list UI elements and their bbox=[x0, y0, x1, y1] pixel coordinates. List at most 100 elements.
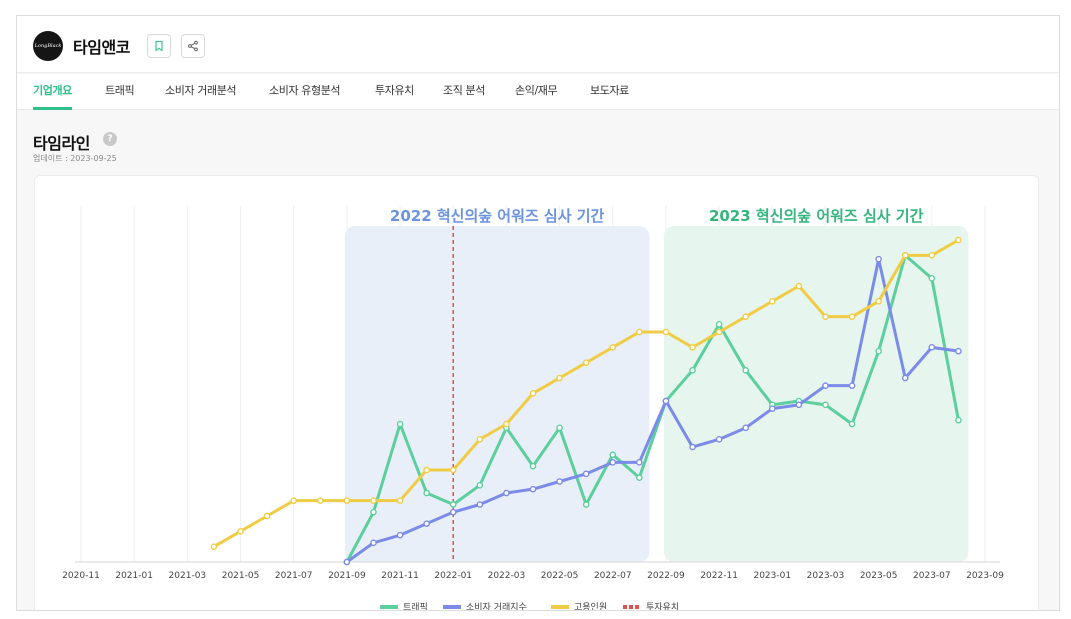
data-point bbox=[795, 401, 803, 409]
data-point bbox=[556, 478, 563, 485]
x-tick-label: 2021-05 bbox=[222, 571, 260, 581]
data-point bbox=[263, 512, 271, 520]
data-point bbox=[689, 443, 696, 451]
data-point bbox=[955, 236, 962, 244]
data-point bbox=[423, 520, 430, 527]
x-tick-label: 2022-11 bbox=[700, 571, 738, 581]
data-point bbox=[662, 397, 670, 405]
updated-date: 업데이트 : 2023-09-25 bbox=[33, 154, 117, 163]
x-tick-label: 2022-07 bbox=[594, 571, 632, 581]
data-point bbox=[316, 497, 324, 504]
x-tick-label: 2020-11 bbox=[62, 571, 100, 581]
tab-consumer-types[interactable]: 소비자 유형분석 bbox=[269, 84, 341, 97]
tab-press[interactable]: 보도자료 bbox=[590, 84, 629, 97]
x-tick-label: 2021-03 bbox=[169, 571, 207, 581]
x-tick-label: 2023-05 bbox=[860, 571, 898, 581]
bookmark-icon bbox=[155, 40, 163, 52]
data-point bbox=[875, 298, 882, 305]
x-tick-label: 2023-03 bbox=[807, 571, 845, 581]
x-tick-label: 2022-03 bbox=[488, 571, 526, 581]
legend-label: 고용인원 bbox=[574, 602, 607, 611]
data-point bbox=[901, 374, 909, 382]
data-point bbox=[582, 501, 590, 508]
data-point bbox=[529, 462, 537, 470]
data-point bbox=[875, 255, 882, 263]
data-point bbox=[848, 420, 856, 428]
data-point bbox=[423, 489, 430, 497]
data-point bbox=[636, 474, 643, 481]
data-point bbox=[210, 543, 218, 550]
x-tick-label: 2022-09 bbox=[647, 571, 685, 581]
data-point bbox=[582, 359, 590, 366]
share-button[interactable] bbox=[181, 34, 205, 58]
data-point bbox=[556, 424, 563, 432]
tab-profit-finance[interactable]: 손익/재무 bbox=[515, 84, 558, 97]
legend-label: 소비자 거래지수 bbox=[466, 602, 527, 611]
data-point bbox=[662, 328, 670, 336]
timeline-chart: 2022 혁신의숲 어워즈 심사 기간 2023 혁신의숲 어워즈 심사 기간 20… bbox=[62, 206, 1004, 611]
data-point bbox=[901, 252, 909, 259]
data-point bbox=[529, 485, 537, 493]
data-point bbox=[476, 501, 484, 508]
data-point bbox=[423, 466, 430, 474]
data-point bbox=[822, 401, 829, 409]
data-point bbox=[636, 328, 643, 336]
data-point bbox=[370, 508, 377, 516]
data-point bbox=[715, 321, 723, 328]
data-point bbox=[449, 501, 457, 508]
tab-organization[interactable]: 조직 분석 bbox=[443, 84, 485, 97]
tab-investment[interactable]: 투자유치 bbox=[375, 84, 414, 97]
data-point bbox=[396, 497, 404, 504]
data-point bbox=[449, 508, 457, 516]
data-point bbox=[290, 497, 298, 504]
data-point bbox=[742, 313, 750, 320]
data-point bbox=[822, 382, 829, 389]
x-tick-label: 2022-01 bbox=[434, 571, 472, 581]
data-point bbox=[715, 328, 723, 336]
company-tabs: 기업개요 트래픽 소비자 거래분석 소비자 유형분석 투자유치 조직 분석 손익… bbox=[17, 74, 1059, 110]
data-point bbox=[822, 313, 829, 320]
data-point bbox=[396, 420, 404, 428]
data-point bbox=[928, 344, 936, 351]
series-line bbox=[345, 253, 960, 563]
data-point bbox=[928, 275, 936, 282]
period-label: 2022 혁신의숲 어워즈 심사 기간 bbox=[390, 207, 605, 225]
data-point bbox=[636, 459, 643, 466]
x-tick-label: 2022-05 bbox=[541, 571, 579, 581]
data-point bbox=[476, 436, 484, 443]
company-logo: LongBlack bbox=[33, 31, 63, 61]
data-point bbox=[875, 347, 882, 355]
data-point bbox=[503, 420, 510, 428]
data-point bbox=[848, 382, 856, 389]
data-point bbox=[396, 531, 404, 539]
x-tick-label: 2023-07 bbox=[913, 571, 951, 581]
data-point bbox=[370, 497, 377, 504]
data-point bbox=[582, 470, 590, 478]
help-icon[interactable]: ? bbox=[103, 132, 117, 146]
data-point bbox=[768, 298, 776, 305]
section-title: 타임라인 bbox=[33, 134, 90, 153]
data-point bbox=[742, 367, 750, 374]
series-line bbox=[346, 257, 959, 564]
data-point bbox=[237, 528, 244, 535]
data-point bbox=[343, 497, 351, 504]
data-point bbox=[928, 252, 936, 259]
data-point bbox=[556, 374, 563, 382]
share-icon bbox=[188, 40, 198, 52]
data-point bbox=[503, 489, 510, 497]
data-point bbox=[689, 344, 696, 351]
tab-consumer-transactions[interactable]: 소비자 거래분석 bbox=[165, 84, 237, 97]
x-tick-label: 2021-01 bbox=[115, 571, 153, 581]
data-point bbox=[742, 424, 750, 432]
data-point bbox=[795, 282, 803, 290]
data-point bbox=[955, 416, 962, 424]
company-header: LongBlack 타임앤코 bbox=[17, 16, 1059, 73]
data-point bbox=[955, 347, 962, 355]
data-point bbox=[476, 482, 484, 489]
bookmark-button[interactable] bbox=[147, 34, 171, 58]
data-point bbox=[848, 313, 856, 320]
tab-company-overview[interactable]: 기업개요 bbox=[33, 74, 72, 110]
period-band bbox=[344, 226, 650, 562]
data-point bbox=[343, 558, 351, 566]
tab-traffic[interactable]: 트래픽 bbox=[105, 84, 135, 97]
